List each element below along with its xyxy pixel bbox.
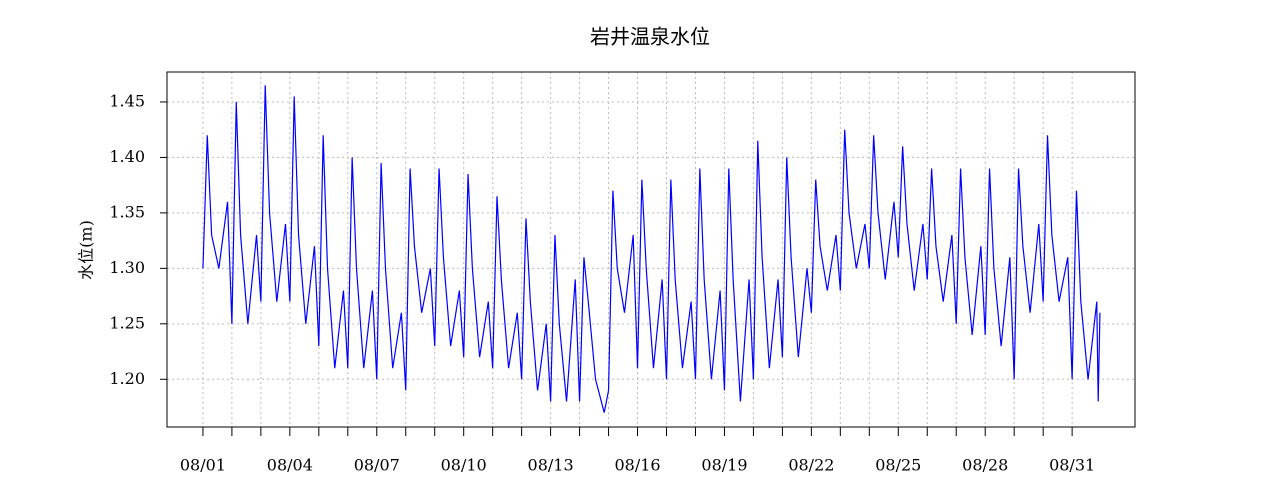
x-tick-label: 08/16: [614, 456, 660, 475]
x-tick-label: 08/01: [180, 456, 226, 475]
data-line: [202, 85, 1101, 413]
y-tick-label: 1.45: [109, 91, 145, 110]
x-tick-label: 08/31: [1049, 456, 1095, 475]
x-tick-label: 08/25: [875, 456, 921, 475]
chart-title: 岩井温泉水位: [590, 25, 710, 49]
x-tick-label: 08/13: [528, 456, 574, 475]
y-tick-label: 1.30: [109, 258, 145, 277]
y-tick-label: 1.35: [109, 202, 145, 221]
y-tick-label: 1.25: [109, 313, 145, 332]
x-tick-label: 08/22: [788, 456, 834, 475]
x-tick-label: 08/19: [701, 456, 747, 475]
y-tick-label: 1.40: [109, 147, 145, 166]
x-tick-label: 08/10: [441, 456, 487, 475]
x-tick-label: 08/28: [962, 456, 1008, 475]
x-tick-label: 08/04: [267, 456, 313, 475]
x-tick-label: 08/07: [354, 456, 400, 475]
plot-frame: [166, 71, 1136, 428]
y-axis-label: 水位(m): [77, 220, 96, 280]
y-tick-label: 1.20: [109, 369, 145, 388]
